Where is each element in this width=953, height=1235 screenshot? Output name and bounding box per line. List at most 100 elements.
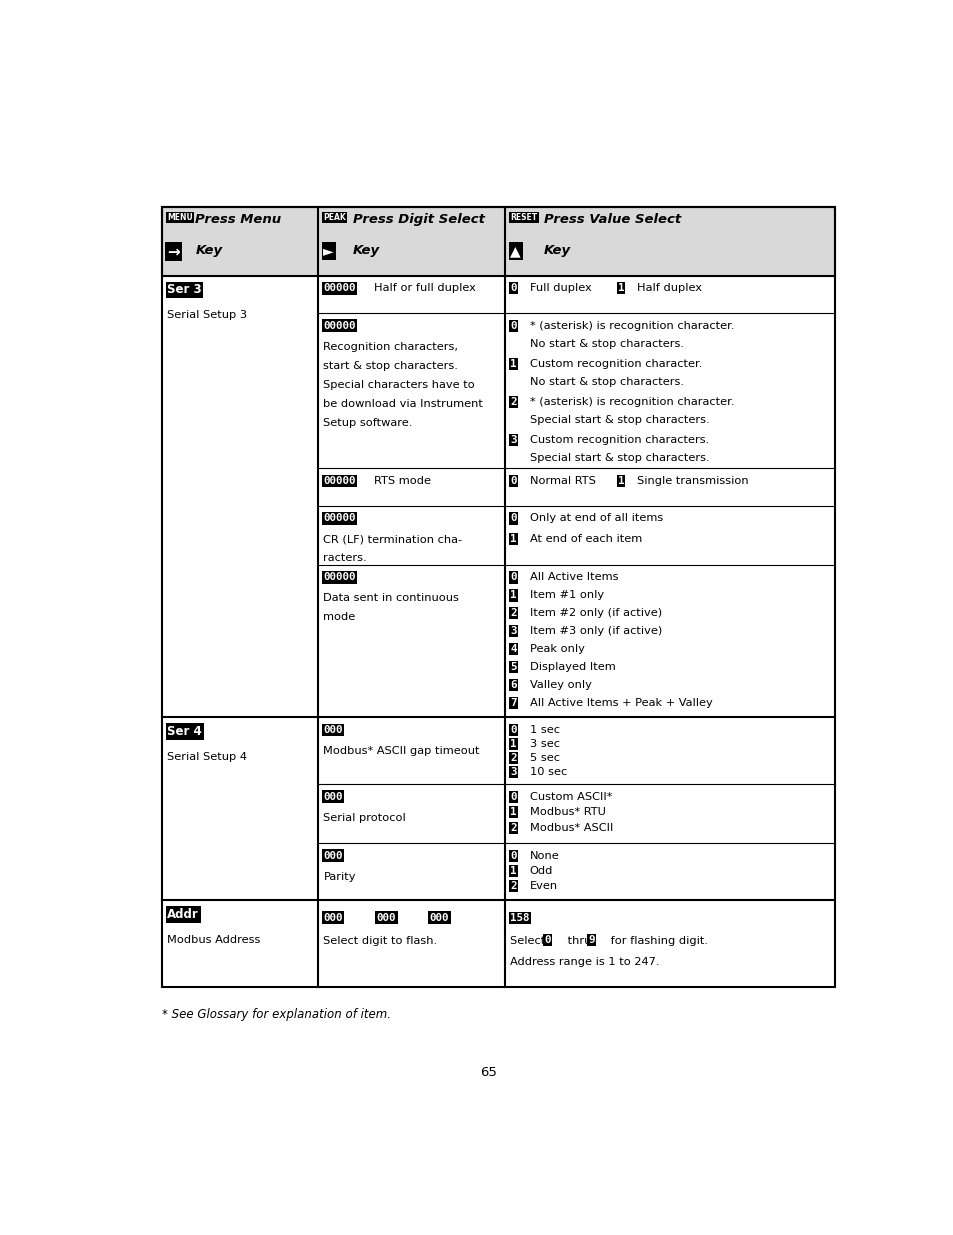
Text: 3: 3 — [510, 435, 517, 445]
Text: Even: Even — [529, 881, 558, 890]
Text: Recognition characters,: Recognition characters, — [323, 342, 458, 352]
Text: Select: Select — [510, 936, 549, 946]
Text: Addr: Addr — [167, 908, 199, 921]
Text: Key: Key — [543, 245, 570, 257]
Text: Custom recognition characters.: Custom recognition characters. — [529, 435, 708, 445]
Polygon shape — [162, 207, 834, 275]
Text: Select digit to flash.: Select digit to flash. — [323, 936, 437, 946]
Text: 1: 1 — [510, 590, 517, 600]
Text: 3: 3 — [510, 767, 517, 777]
Text: 2: 2 — [510, 753, 517, 763]
Text: 5: 5 — [510, 662, 517, 672]
Text: 1: 1 — [510, 358, 517, 369]
Text: 0: 0 — [510, 792, 517, 802]
Text: Custom ASCII*: Custom ASCII* — [529, 792, 612, 802]
Text: 65: 65 — [480, 1066, 497, 1079]
Text: 2: 2 — [510, 396, 517, 406]
Text: 1: 1 — [510, 535, 517, 545]
Text: Peak only: Peak only — [529, 645, 584, 655]
Text: for flashing digit.: for flashing digit. — [607, 936, 707, 946]
Text: →: → — [167, 245, 180, 259]
Text: Data sent in continuous: Data sent in continuous — [323, 593, 458, 604]
Text: Setup software.: Setup software. — [323, 417, 413, 427]
Text: Serial Setup 4: Serial Setup 4 — [167, 752, 247, 762]
Text: Parity: Parity — [323, 872, 355, 882]
Text: MENU: MENU — [167, 212, 193, 222]
Text: 00000: 00000 — [323, 321, 355, 331]
Text: 000: 000 — [376, 913, 395, 923]
Text: 00000: 00000 — [323, 475, 355, 487]
Text: 2: 2 — [510, 609, 517, 619]
Text: 00000: 00000 — [323, 573, 355, 583]
Text: 9: 9 — [587, 935, 594, 945]
Text: 0: 0 — [510, 321, 517, 331]
Text: PEAK: PEAK — [323, 212, 346, 222]
Text: Special start & stop characters.: Special start & stop characters. — [529, 453, 708, 463]
Text: Item #1 only: Item #1 only — [529, 590, 603, 600]
Text: All Active Items: All Active Items — [529, 573, 618, 583]
Text: None: None — [529, 851, 558, 861]
Text: Odd: Odd — [529, 866, 553, 876]
Text: Valley only: Valley only — [529, 680, 591, 690]
Text: ▲: ▲ — [510, 245, 520, 258]
Text: Ser 3: Ser 3 — [167, 283, 202, 296]
Text: 000: 000 — [323, 851, 342, 861]
Text: Only at end of all items: Only at end of all items — [529, 514, 662, 524]
Text: Modbus* ASCII: Modbus* ASCII — [529, 823, 613, 832]
Text: 000: 000 — [323, 792, 342, 802]
Text: 0: 0 — [544, 935, 551, 945]
Text: be download via Instrument: be download via Instrument — [323, 399, 483, 409]
Text: 000: 000 — [323, 913, 342, 923]
Text: 000: 000 — [430, 913, 449, 923]
Text: 0: 0 — [510, 475, 517, 487]
Text: No start & stop characters.: No start & stop characters. — [529, 338, 683, 348]
Text: No start & stop characters.: No start & stop characters. — [529, 377, 683, 387]
Text: 10 sec: 10 sec — [529, 767, 566, 777]
Text: Displayed Item: Displayed Item — [529, 662, 615, 672]
Text: Item #2 only (if active): Item #2 only (if active) — [529, 609, 661, 619]
Text: 2: 2 — [510, 823, 517, 832]
Text: 000: 000 — [323, 725, 342, 735]
Text: Press Value Select: Press Value Select — [543, 212, 680, 226]
Text: 0: 0 — [510, 283, 517, 293]
Text: Special start & stop characters.: Special start & stop characters. — [529, 415, 708, 425]
Text: Key: Key — [353, 245, 379, 257]
Text: 0: 0 — [510, 573, 517, 583]
Text: 3: 3 — [510, 626, 517, 636]
Text: 1: 1 — [617, 475, 623, 487]
Text: ►: ► — [323, 245, 334, 258]
Text: 1: 1 — [510, 866, 517, 876]
Text: 5 sec: 5 sec — [529, 753, 559, 763]
Text: 1: 1 — [617, 283, 623, 293]
Text: * (asterisk) is recognition character.: * (asterisk) is recognition character. — [529, 396, 734, 406]
Text: Normal RTS: Normal RTS — [529, 475, 595, 487]
Text: Serial Setup 3: Serial Setup 3 — [167, 310, 247, 320]
Text: 00000: 00000 — [323, 514, 355, 524]
Text: 0: 0 — [510, 514, 517, 524]
Text: Single transmission: Single transmission — [637, 475, 748, 487]
Text: RTS mode: RTS mode — [374, 475, 430, 487]
Text: Ser 4: Ser 4 — [167, 725, 202, 739]
Text: RESET: RESET — [510, 212, 537, 222]
Text: Full duplex: Full duplex — [529, 283, 591, 293]
Text: 7: 7 — [510, 698, 517, 708]
Text: Modbus* ASCII gap timeout: Modbus* ASCII gap timeout — [323, 746, 479, 756]
Text: Modbus Address: Modbus Address — [167, 935, 260, 945]
Text: racters.: racters. — [323, 553, 367, 563]
Text: 00000: 00000 — [323, 283, 355, 293]
Text: 2: 2 — [510, 881, 517, 890]
Text: Serial protocol: Serial protocol — [323, 813, 406, 823]
Text: Address range is 1 to 247.: Address range is 1 to 247. — [510, 957, 659, 967]
Text: Custom recognition character.: Custom recognition character. — [529, 358, 701, 369]
Text: At end of each item: At end of each item — [529, 535, 641, 545]
Text: 1: 1 — [510, 808, 517, 818]
Text: CR (LF) termination cha-: CR (LF) termination cha- — [323, 535, 462, 545]
Text: * See Glossary for explanation of item.: * See Glossary for explanation of item. — [162, 1008, 391, 1021]
Text: Press Menu: Press Menu — [195, 212, 281, 226]
Text: Half or full duplex: Half or full duplex — [374, 283, 475, 293]
Text: 1: 1 — [510, 739, 517, 748]
Text: 1 sec: 1 sec — [529, 725, 559, 735]
Text: * (asterisk) is recognition character.: * (asterisk) is recognition character. — [529, 321, 734, 331]
Text: start & stop characters.: start & stop characters. — [323, 361, 457, 370]
Text: Special characters have to: Special characters have to — [323, 379, 475, 389]
